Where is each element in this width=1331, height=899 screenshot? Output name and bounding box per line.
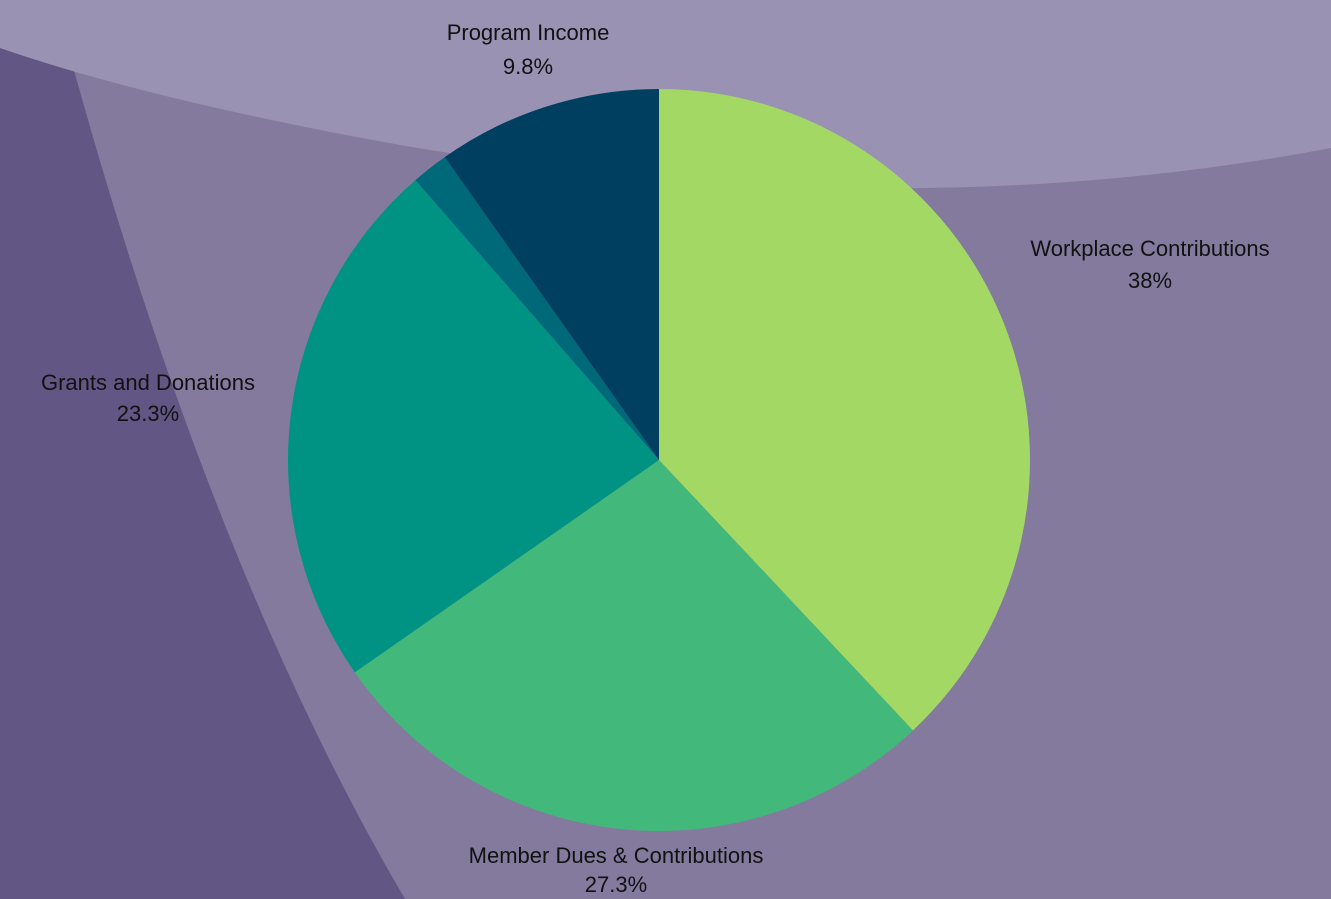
- background-left-band: [0, 0, 405, 899]
- slice-label-member-dues-contributions: Member Dues & Contributions 27.3%: [416, 841, 816, 899]
- pie-slice-unlabeled: [415, 157, 659, 460]
- slice-percent: 23.3%: [116, 401, 180, 426]
- slice-name: Program Income: [446, 20, 610, 45]
- slice-percent: 27.3%: [584, 872, 648, 897]
- pie-slice-workplace-contributions: [659, 89, 1031, 731]
- pie-slice-grants-and-donations: [288, 180, 659, 673]
- slice-name: Grants and Donations: [40, 370, 256, 395]
- slice-label-program-income: Program Income 9.8%: [408, 16, 648, 84]
- slice-percent: 38%: [1127, 268, 1173, 293]
- slice-label-workplace-contributions: Workplace Contributions 38%: [1000, 233, 1300, 297]
- slice-label-grants-and-donations: Grants and Donations 23.3%: [8, 367, 288, 429]
- slice-name: Member Dues & Contributions: [468, 843, 764, 868]
- slice-percent: 9.8%: [502, 54, 554, 79]
- pie-chart: [288, 89, 1031, 832]
- slice-name: Workplace Contributions: [1030, 236, 1270, 261]
- pie-slice-member-dues-contributions: [354, 460, 913, 832]
- pie-slice-program-income: [444, 89, 659, 460]
